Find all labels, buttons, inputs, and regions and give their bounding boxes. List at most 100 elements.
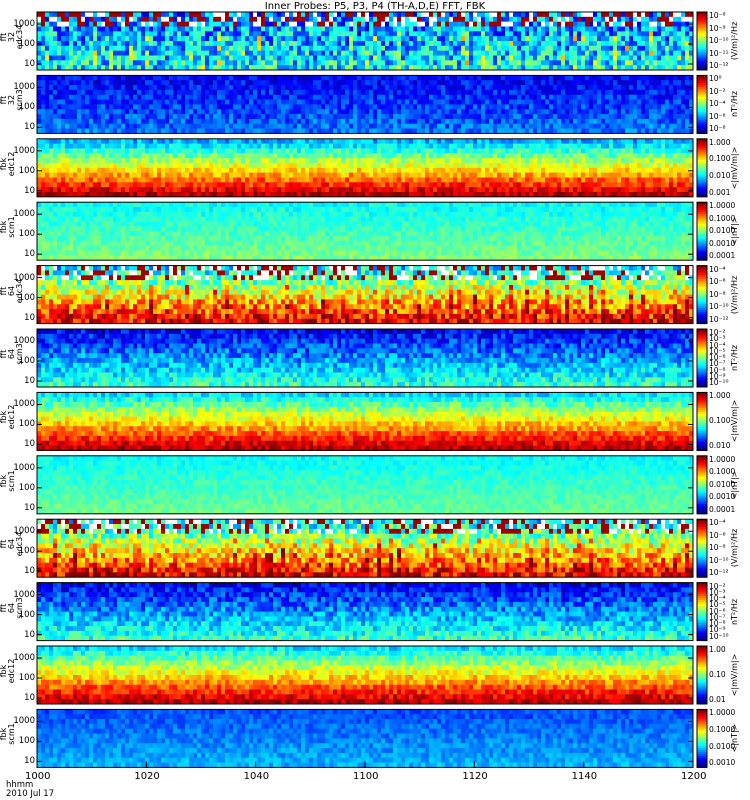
heatmap-cell [57,114,61,119]
heatmap-cell [177,109,181,114]
heatmap-cell [317,46,321,51]
heatmap-cell [577,100,581,105]
heatmap-cell [329,182,333,187]
heatmap-cell [557,90,561,95]
heatmap-cell [657,51,661,56]
heatmap-cell [525,85,529,90]
heatmap-cell [277,22,281,27]
heatmap-cell [313,148,317,153]
heatmap-cell [409,36,413,41]
heatmap-cell [473,17,477,22]
heatmap-cell [45,56,49,61]
heatmap-cell [637,36,641,41]
heatmap-cell [545,100,549,105]
heatmap-cell [349,153,353,158]
heatmap-cell [153,124,157,129]
heatmap-cell [277,144,281,149]
heatmap-cell [53,104,57,109]
heatmap-cell [613,119,617,124]
heatmap-cell [45,104,49,109]
heatmap-cell [237,95,241,100]
heatmap-cell [257,182,261,187]
heatmap-cell [429,36,433,41]
heatmap-cell [625,124,629,129]
heatmap-cell [105,158,109,163]
heatmap-cell [85,41,89,46]
heatmap-cell [653,17,657,22]
heatmap-cell [337,148,341,153]
heatmap-cell [349,41,353,46]
heatmap-cell [189,158,193,163]
heatmap-cell [37,177,41,182]
heatmap-cell [577,51,581,56]
heatmap-cell [397,90,401,95]
heatmap-cell [269,168,273,173]
heatmap-cell [41,119,45,124]
heatmap-cell [369,124,373,129]
heatmap-cell [497,17,501,22]
heatmap-cell [393,51,397,56]
heatmap-cell [389,36,393,41]
heatmap-cell [233,153,237,158]
heatmap-cell [69,119,73,124]
heatmap-cell [657,56,661,61]
heatmap-cell [73,27,77,32]
heatmap-cell [629,75,633,80]
heatmap-cell [597,60,601,65]
heatmap-cell [345,124,349,129]
heatmap-cell [345,60,349,65]
heatmap-cell [513,22,517,27]
heatmap-cell [325,90,329,95]
heatmap-cell [533,124,537,129]
heatmap-cell [417,17,421,22]
heatmap-cell [593,27,597,32]
heatmap-cell [497,124,501,129]
heatmap-cell [469,124,473,129]
heatmap-cell [189,60,193,65]
heatmap-cell [41,12,45,17]
heatmap-cell [509,22,513,27]
heatmap-cell [673,17,677,22]
heatmap-cell [373,80,377,85]
heatmap-cell [413,56,417,61]
heatmap-cell [41,139,45,144]
heatmap-cell [113,31,117,36]
heatmap-cell [209,46,213,51]
heatmap-cell [397,17,401,22]
heatmap-cell [213,182,217,187]
heatmap-cell [205,85,209,90]
heatmap-cell [65,12,69,17]
heatmap-cell [449,41,453,46]
heatmap-cell [301,85,305,90]
heatmap-cell [413,12,417,17]
heatmap-cell [409,119,413,124]
heatmap-cell [325,22,329,27]
heatmap-cell [581,51,585,56]
heatmap-cell [589,17,593,22]
heatmap-cell [497,95,501,100]
heatmap-cell [133,139,137,144]
heatmap-cell [277,153,281,158]
heatmap-cell [201,153,205,158]
heatmap-cell [433,60,437,65]
heatmap-cell [525,12,529,17]
heatmap-cell [265,153,269,158]
heatmap-cell [113,51,117,56]
heatmap-cell [61,60,65,65]
heatmap-cell [637,90,641,95]
heatmap-cell [57,51,61,56]
heatmap-cell [41,75,45,80]
heatmap-cell [229,187,233,192]
heatmap-cell [485,31,489,36]
heatmap-cell [145,168,149,173]
heatmap-cell [213,95,217,100]
heatmap-cell [333,173,337,178]
heatmap-cell [213,31,217,36]
heatmap-cell [85,153,89,158]
heatmap-cell [569,95,573,100]
heatmap-cell [589,46,593,51]
heatmap-cell [385,124,389,129]
heatmap-cell [505,80,509,85]
heatmap-cell [277,119,281,124]
heatmap-cell [185,163,189,168]
